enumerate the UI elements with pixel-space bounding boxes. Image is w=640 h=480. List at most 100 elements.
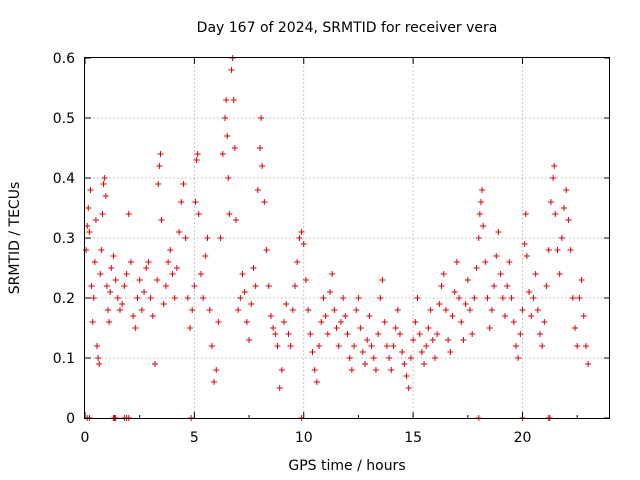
- data-point: [136, 277, 143, 283]
- data-point: [512, 343, 519, 349]
- data-point: [567, 247, 574, 253]
- data-point: [167, 247, 174, 253]
- data-point: [327, 289, 333, 295]
- data-point: [495, 229, 502, 235]
- data-point: [348, 367, 355, 373]
- data-point: [121, 283, 128, 289]
- data-point: [88, 283, 95, 289]
- data-point: [480, 223, 487, 229]
- data-point: [267, 313, 274, 319]
- data-point: [469, 331, 476, 337]
- data-point: [445, 337, 452, 343]
- data-point: [407, 355, 414, 361]
- data-point: [228, 67, 235, 73]
- data-point: [436, 301, 443, 307]
- data-point: [372, 367, 379, 373]
- data-point: [226, 211, 233, 217]
- data-point: [147, 295, 154, 301]
- data-point: [322, 313, 329, 319]
- data-point: [434, 331, 441, 337]
- data-point: [89, 319, 96, 325]
- data-point: [258, 115, 265, 121]
- data-point: [143, 265, 150, 271]
- data-point: [158, 217, 165, 223]
- data-point: [101, 175, 108, 181]
- data-point: [263, 247, 270, 253]
- data-point: [355, 295, 362, 301]
- data-point: [528, 313, 535, 319]
- data-point: [123, 271, 130, 277]
- data-point: [438, 283, 445, 289]
- data-point: [429, 337, 436, 343]
- data-point: [484, 295, 491, 301]
- data-point: [178, 199, 185, 205]
- data-point: [187, 325, 193, 331]
- data-point: [547, 199, 554, 205]
- data-point: [357, 325, 364, 331]
- chart-title: Day 167 of 2024, SRMTID for receiver ver…: [197, 20, 498, 36]
- data-point: [162, 283, 169, 289]
- data-point: [456, 295, 463, 301]
- data-point: [476, 211, 483, 217]
- data-point: [405, 385, 412, 391]
- data-point: [414, 295, 421, 301]
- data-point: [522, 211, 529, 217]
- data-point: [294, 259, 301, 265]
- data-point: [194, 151, 201, 157]
- data-point: [453, 259, 460, 265]
- data-point: [90, 295, 97, 301]
- data-point: [176, 229, 183, 235]
- data-point: [585, 361, 592, 367]
- data-point: [134, 295, 141, 301]
- data-point: [392, 325, 399, 331]
- data-point: [410, 337, 417, 343]
- data-point: [580, 313, 587, 319]
- data-point: [425, 325, 432, 331]
- data-point: [329, 271, 336, 277]
- data-point: [107, 289, 114, 295]
- data-point: [84, 223, 91, 229]
- data-point: [114, 295, 121, 301]
- data-point: [578, 277, 585, 283]
- data-point: [99, 211, 106, 217]
- data-point: [394, 307, 401, 313]
- data-point: [477, 199, 484, 205]
- data-point: [274, 343, 281, 349]
- y-tick-label: 0.4: [53, 171, 75, 187]
- data-point: [125, 211, 132, 217]
- data-point: [447, 349, 454, 355]
- data-point: [545, 247, 552, 253]
- y-tick-label: 0.5: [53, 111, 75, 127]
- data-point: [156, 163, 163, 169]
- data-point: [521, 241, 528, 247]
- data-point: [537, 331, 543, 337]
- data-point: [180, 181, 187, 187]
- data-point: [412, 319, 419, 325]
- data-point: [517, 331, 524, 337]
- data-point: [189, 307, 196, 313]
- data-point: [467, 307, 473, 313]
- data-point: [96, 361, 103, 367]
- data-point: [106, 319, 113, 325]
- data-point: [331, 307, 338, 313]
- data-point: [224, 133, 231, 139]
- data-point: [388, 367, 395, 373]
- data-point: [316, 343, 323, 349]
- data-point: [119, 301, 126, 307]
- data-point: [418, 349, 425, 355]
- data-point: [427, 307, 434, 313]
- data-point: [104, 307, 111, 313]
- data-point: [383, 343, 390, 349]
- data-point: [200, 295, 207, 301]
- data-point: [464, 277, 471, 283]
- data-point: [510, 319, 517, 325]
- data-point: [160, 301, 167, 307]
- data-point: [112, 277, 119, 283]
- data-point: [289, 307, 296, 313]
- data-point: [206, 307, 213, 313]
- data-point: [108, 265, 115, 271]
- data-point: [377, 295, 384, 301]
- data-point: [309, 349, 316, 355]
- data-point: [342, 313, 349, 319]
- data-point: [386, 355, 393, 361]
